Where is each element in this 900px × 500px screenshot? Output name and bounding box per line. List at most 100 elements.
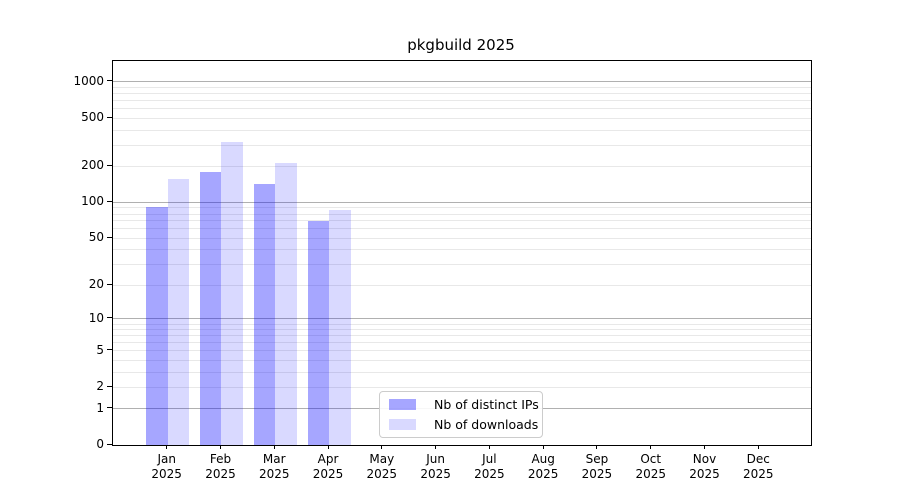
x-tick-year: 2025 xyxy=(312,467,344,481)
y-tick xyxy=(107,200,112,202)
legend-item-distinct-ips: Nb of distinct IPs xyxy=(389,396,539,413)
chart-title: pkgbuild 2025 xyxy=(407,36,515,54)
x-tick-month: Jul xyxy=(482,452,497,466)
x-tick-label: Dec 2025 xyxy=(726,452,790,482)
x-tick xyxy=(435,445,437,449)
x-tick xyxy=(488,445,490,449)
x-tick-month: May xyxy=(369,452,395,466)
minor-gridline xyxy=(113,237,811,239)
x-tick-year: 2025 xyxy=(742,467,774,481)
minor-gridline xyxy=(113,284,811,286)
x-tick-label: Mar 2025 xyxy=(242,452,306,482)
minor-gridline xyxy=(113,323,811,325)
x-tick-month: Aug xyxy=(531,452,555,466)
minor-gridline xyxy=(113,100,811,102)
x-tick-label: Jul 2025 xyxy=(457,452,521,482)
bar-downloads xyxy=(221,141,243,445)
minor-gridline xyxy=(113,386,811,388)
y-tick xyxy=(107,80,112,82)
x-tick-month: Nov xyxy=(692,452,717,466)
x-tick-label: May 2025 xyxy=(350,452,414,482)
legend-swatch-downloads-icon xyxy=(389,419,416,430)
x-tick xyxy=(327,445,329,449)
minor-gridline xyxy=(113,329,811,331)
x-tick-month: Feb xyxy=(209,452,232,466)
x-tick-label: Oct 2025 xyxy=(619,452,683,482)
minor-gridline xyxy=(113,165,811,167)
x-tick-year: 2025 xyxy=(366,467,398,481)
major-gridline xyxy=(113,201,811,203)
x-tick-month: Jun xyxy=(426,452,445,466)
bar-distinct-ips xyxy=(199,171,222,445)
y-tick-label: 500 xyxy=(81,110,104,125)
x-tick xyxy=(757,445,759,449)
y-tick-label: 200 xyxy=(81,158,104,173)
minor-gridline xyxy=(113,350,811,352)
minor-gridline xyxy=(113,117,811,119)
x-tick-year: 2025 xyxy=(689,467,720,481)
y-tick xyxy=(107,407,112,409)
legend-label-distinct-ips: Nb of distinct IPs xyxy=(434,397,539,412)
x-tick xyxy=(650,445,652,449)
bar-downloads xyxy=(329,209,351,445)
bar-distinct-ips xyxy=(253,183,276,445)
y-tick-label: 100 xyxy=(81,194,104,209)
bar-downloads xyxy=(167,178,190,445)
minor-gridline xyxy=(113,228,811,230)
x-tick-label: Sep 2025 xyxy=(565,452,629,482)
bar-downloads xyxy=(275,162,297,445)
x-tick-label: Apr 2025 xyxy=(296,452,360,482)
minor-gridline xyxy=(113,342,811,344)
minor-gridline xyxy=(113,129,811,131)
x-tick-year: 2025 xyxy=(420,467,451,481)
bar-distinct-ips xyxy=(307,221,330,445)
y-tick xyxy=(107,283,112,285)
x-tick-year: 2025 xyxy=(527,467,559,481)
x-tick-month: Apr xyxy=(317,452,339,466)
y-tick xyxy=(107,385,112,387)
x-tick xyxy=(596,445,598,449)
minor-gridline xyxy=(113,249,811,251)
minor-gridline xyxy=(113,93,811,95)
x-tick xyxy=(704,445,705,449)
x-tick-year: 2025 xyxy=(205,467,236,481)
y-tick xyxy=(107,236,112,238)
legend: Nb of distinct IPs Nb of downloads xyxy=(379,391,543,438)
x-tick-label: Jun 2025 xyxy=(404,452,468,482)
y-tick-label: 1000 xyxy=(73,73,104,88)
minor-gridline xyxy=(113,207,811,209)
minor-gridline xyxy=(113,335,811,337)
y-tick xyxy=(107,164,112,166)
minor-gridline xyxy=(113,213,811,215)
major-gridline xyxy=(113,318,811,320)
y-tick-label: 5 xyxy=(96,342,104,357)
legend-swatch-distinct-ips-icon xyxy=(389,399,416,410)
minor-gridline xyxy=(113,86,811,88)
x-tick-year: 2025 xyxy=(474,467,505,481)
x-tick xyxy=(273,445,275,449)
x-tick xyxy=(381,445,383,449)
x-tick xyxy=(166,445,168,449)
legend-label-downloads: Nb of downloads xyxy=(434,417,539,432)
x-tick-year: 2025 xyxy=(635,467,666,481)
y-tick-label: 1 xyxy=(96,400,104,415)
y-tick-label: 10 xyxy=(88,310,104,325)
y-tick xyxy=(107,443,112,445)
y-tick xyxy=(107,317,112,319)
major-gridline xyxy=(113,81,811,83)
y-tick-label: 20 xyxy=(88,277,104,291)
minor-gridline xyxy=(113,264,811,266)
x-tick-year: 2025 xyxy=(258,467,290,481)
x-tick-label: Jan 2025 xyxy=(135,452,199,482)
minor-gridline xyxy=(113,144,811,146)
y-tick-label: 2 xyxy=(96,379,104,394)
x-tick-month: Dec xyxy=(746,452,770,466)
minor-gridline xyxy=(113,220,811,222)
y-tick-label: 0 xyxy=(96,437,104,451)
minor-gridline xyxy=(113,359,811,361)
minor-gridline xyxy=(113,371,811,373)
x-tick-label: Nov 2025 xyxy=(673,452,737,482)
x-tick xyxy=(542,445,544,449)
x-tick xyxy=(219,445,221,449)
